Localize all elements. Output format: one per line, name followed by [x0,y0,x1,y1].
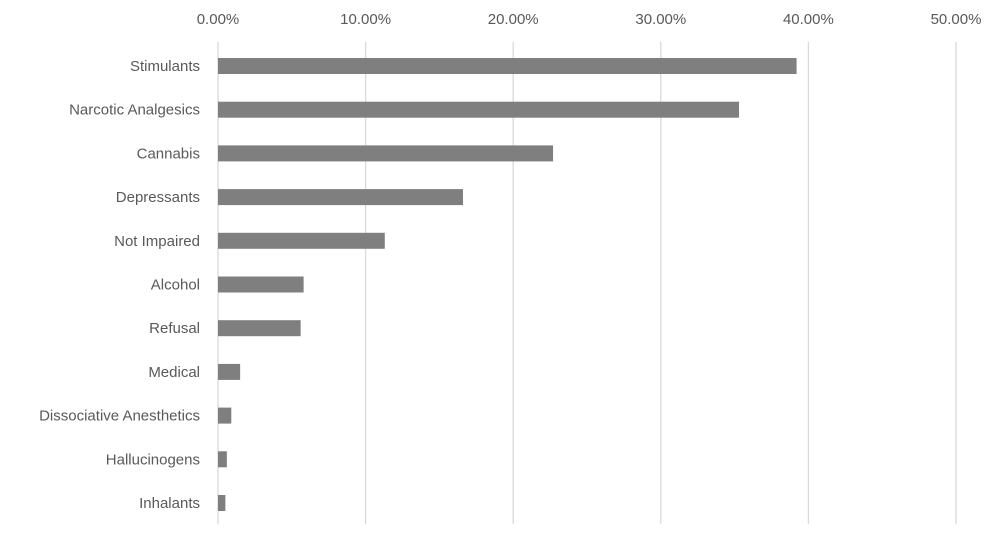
bar [218,189,464,206]
category-label: Alcohol [151,277,200,294]
category-label: Refusal [149,320,200,337]
x-tick-label: 10.00% [340,11,391,28]
bar [218,232,385,249]
category-label: Inhalants [139,495,200,512]
bar [218,407,232,424]
bar [218,320,301,337]
x-axis-tick-labels: 0.00% 10.00% 20.00% 30.00% 40.00% 50.00% [197,11,982,28]
bar [218,145,554,162]
category-label: Not Impaired [114,233,200,250]
category-label: Dissociative Anesthetics [39,408,200,425]
gridlines [217,42,957,524]
bar [218,451,227,468]
category-label: Depressants [116,189,200,206]
x-tick-label: 20.00% [488,11,539,28]
category-label: Stimulants [130,58,200,75]
x-tick-label: 30.00% [635,11,686,28]
category-label: Hallucinogens [106,451,200,468]
bar [218,276,304,293]
category-label: Medical [148,364,200,381]
x-tick-label: 50.00% [931,11,982,28]
y-axis-category-labels: Stimulants Narcotic Analgesics Cannabis Dep… [39,58,200,512]
bars [218,58,797,511]
bar [218,58,797,74]
x-tick-label: 0.00% [197,11,240,28]
category-label: Narcotic Analgesics [69,102,200,119]
bar [218,495,226,511]
x-tick-label: 40.00% [783,11,834,28]
category-label: Cannabis [137,145,200,162]
bar [218,101,740,118]
bar [218,363,241,380]
